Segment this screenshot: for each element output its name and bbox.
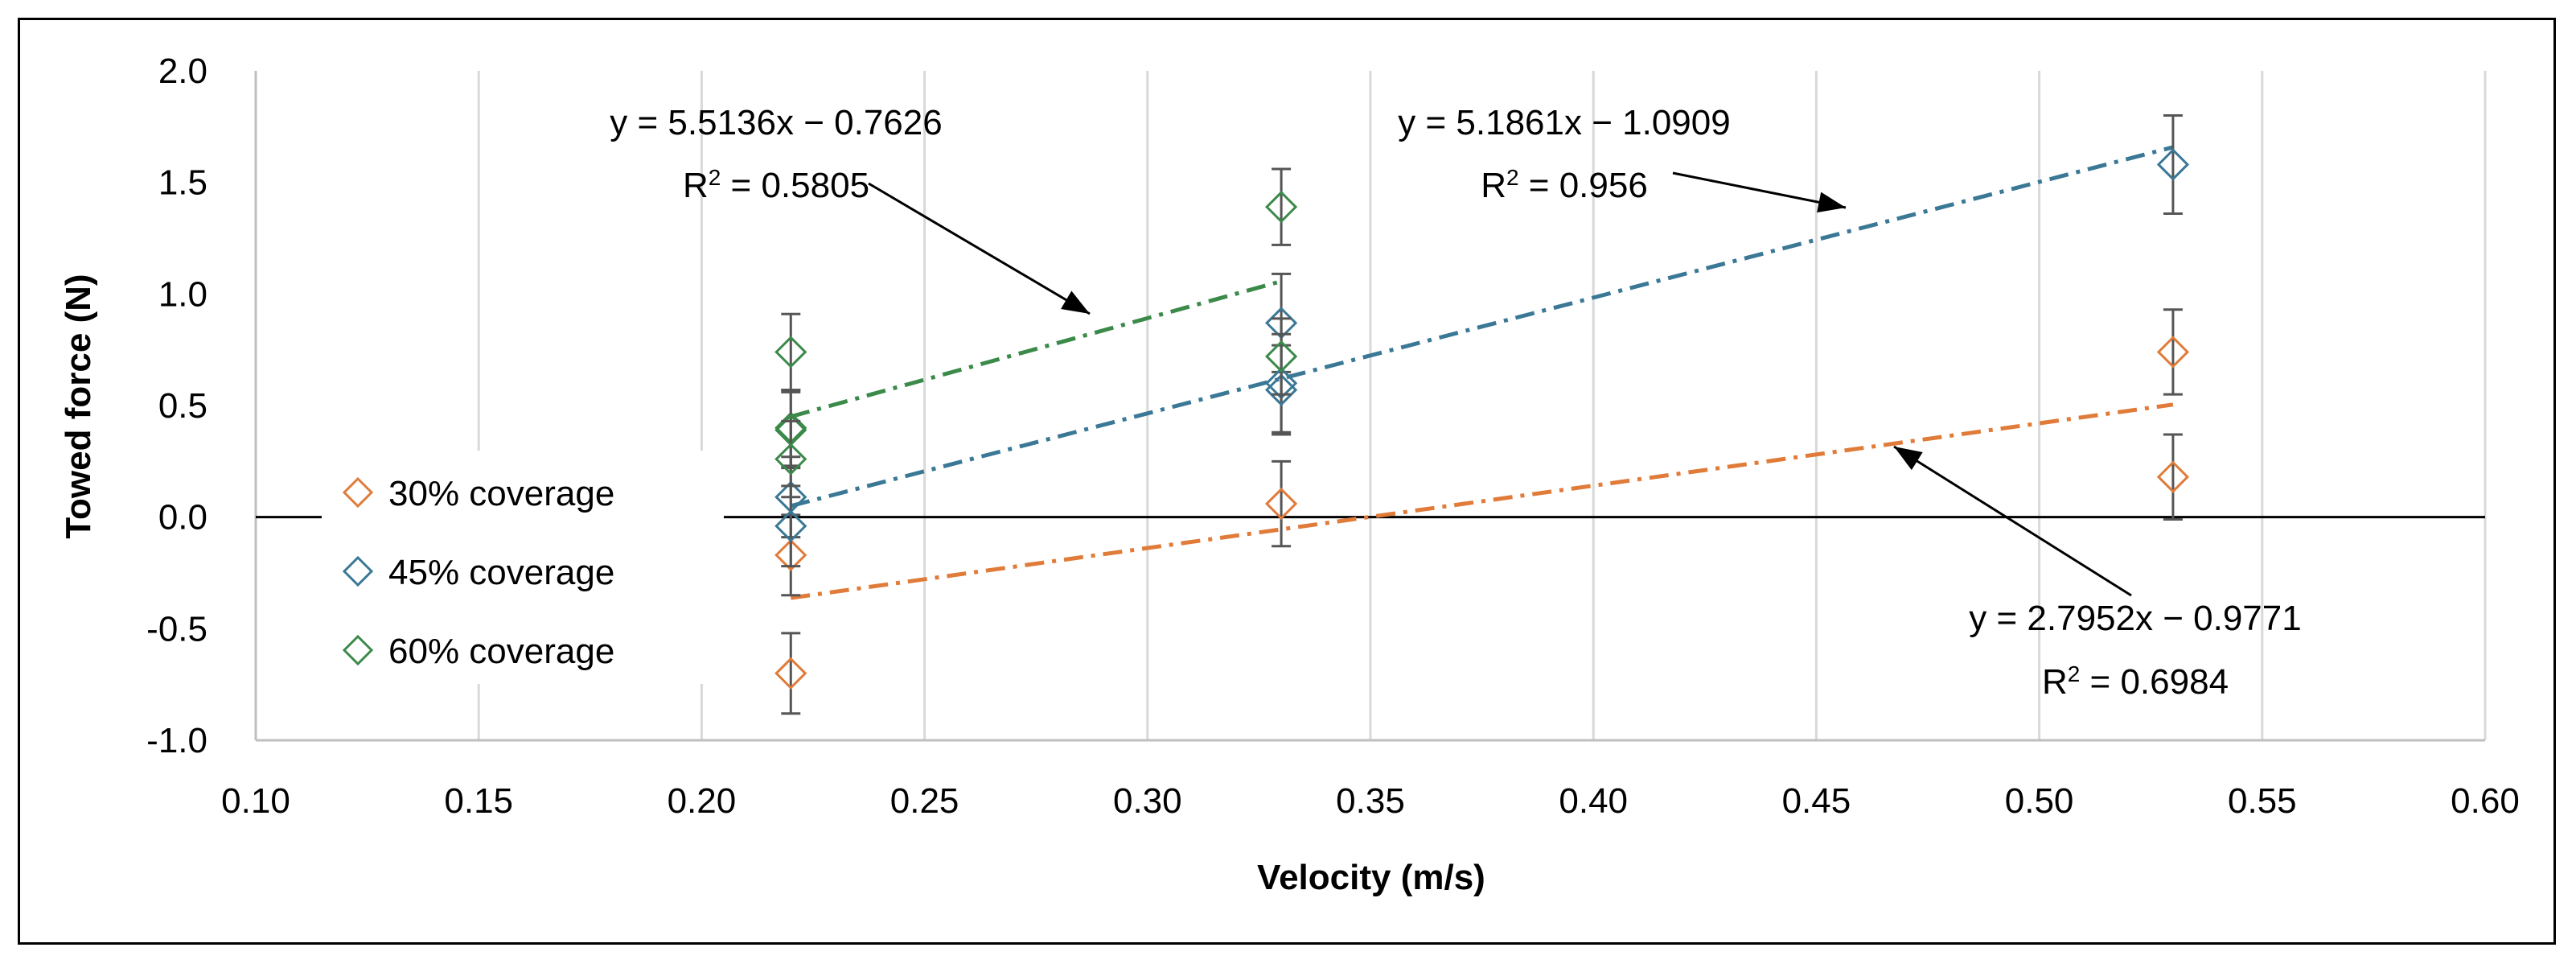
y-tick-label: -1.0 [146,721,207,760]
y-tick-label: 1.5 [158,163,207,203]
x-tick-label: 0.40 [1559,781,1628,821]
data-point [774,443,807,476]
y-axis-title: Towed force (N) [59,274,98,538]
trendline-r2: R2 = 0.5805 [683,165,869,206]
trendline [790,145,2174,509]
axis-layer: 0.10 0.15 0.20 0.25 0.30 0.35 0.40 0.45 0.50 0.55… [146,51,2520,821]
legend-box [322,451,724,684]
legend-marker [342,634,374,666]
trendline-equation: y = 5.5136x − 0.7626 [610,103,942,142]
x-tick-label: 0.10 [221,781,290,821]
y-tick-label: 0.5 [158,386,207,426]
x-tick-label: 0.45 [1782,781,1851,821]
legend-label: 30% coverage [388,474,614,513]
trendline-r2: R2 = 0.956 [1481,165,1648,206]
y-tick-label: 1.0 [158,274,207,314]
trendline [790,279,1282,419]
data-point [1264,487,1298,521]
x-tick-label: 0.60 [2451,781,2520,821]
x-tick-label: 0.35 [1336,781,1405,821]
trendline-equation: y = 2.7952x − 0.9771 [1969,599,2301,638]
data-point [1264,191,1298,224]
legend-marker [342,476,374,509]
data-point [2156,336,2190,369]
annotation-arrow [1672,171,1847,209]
data-point [774,538,807,571]
trendline [790,402,2174,600]
annotation-arrow [1893,445,2132,597]
x-tick-label: 0.55 [2228,781,2297,821]
annotation-arrowhead [1061,290,1090,314]
data-point [1264,373,1298,406]
trendline-r2: R2 = 0.6984 [2042,661,2229,702]
annotation-arrowhead [1817,192,1846,213]
legend: 30% coverage 45% coverage 60% coverage [322,451,724,684]
x-tick-label: 0.25 [890,781,959,821]
data-point [2156,460,2190,493]
x-tick-label: 0.15 [444,781,513,821]
trendline-layer [790,145,2174,600]
data-point [1264,340,1298,373]
x-axis-title: Velocity (m/s) [1257,858,1485,897]
x-tick-label: 0.30 [1113,781,1182,821]
data-point [774,657,807,690]
annotation-arrow [868,182,1091,315]
data-point [2156,148,2190,181]
x-tick-label: 0.20 [668,781,737,821]
data-point [774,336,807,369]
y-tick-label: 0.0 [158,498,207,538]
annotation-arrowhead [1894,447,1923,471]
y-tick-label: -0.5 [146,609,207,649]
data-point [774,509,807,542]
x-tick-label: 0.50 [2005,781,2074,821]
annotation-layer: y = 2.7952x − 0.9771 R2 = 0.6984 y = 5.186… [610,103,2301,702]
trendline-equation: y = 5.1861x − 1.0909 [1398,103,1730,142]
legend-marker [342,555,374,587]
y-tick-label: 2.0 [158,51,207,91]
legend-label: 60% coverage [388,632,614,671]
legend-label: 45% coverage [388,553,614,592]
point-layer [774,113,2190,715]
